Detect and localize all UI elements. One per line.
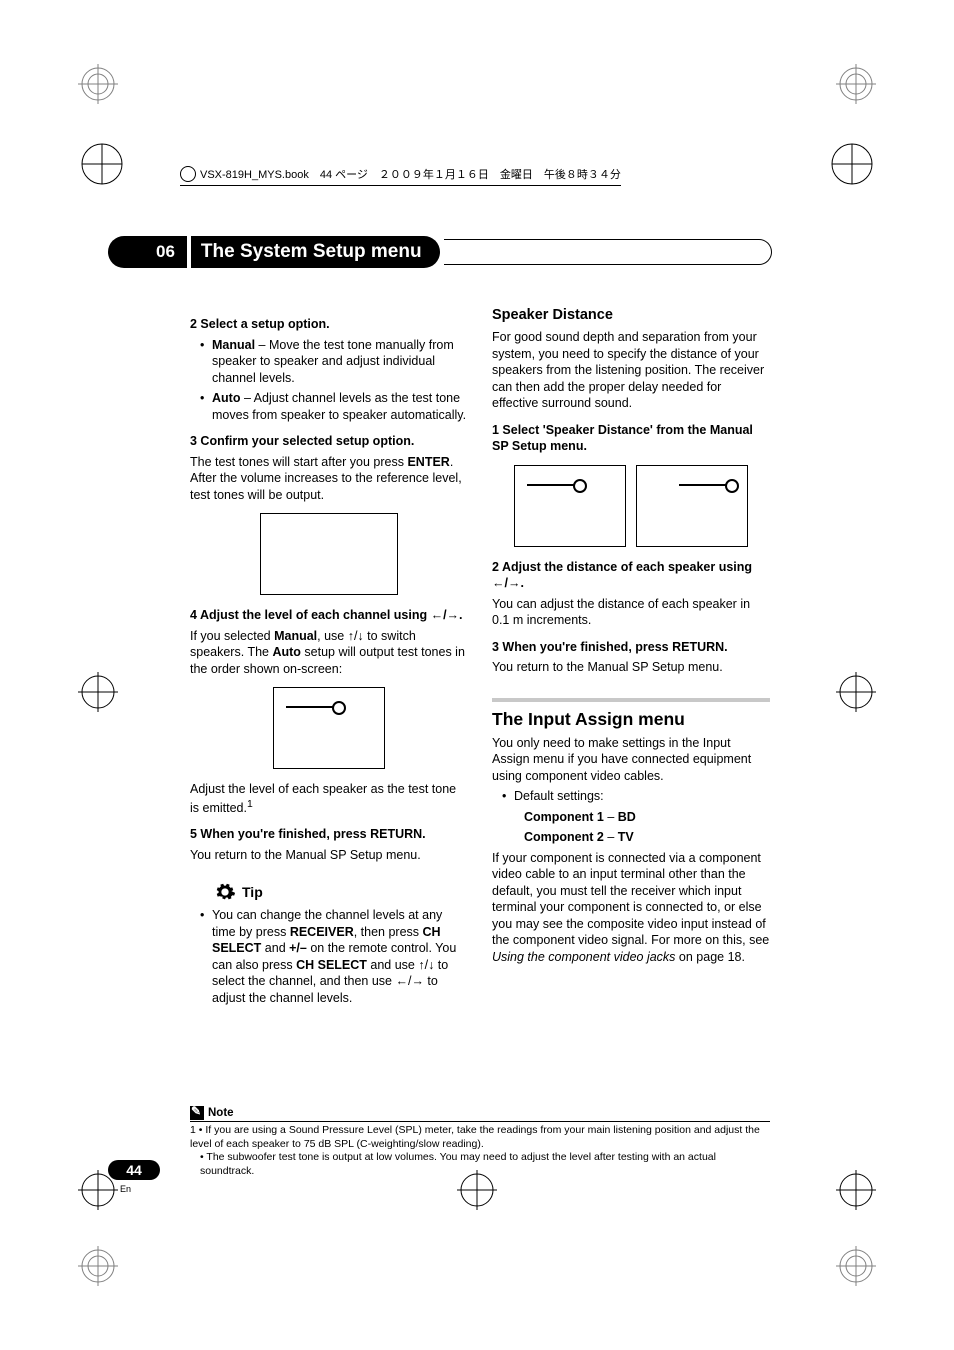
book-file-header: VSX-819H_MYS.book 44 ページ ２００９年１月１６日 金曜日 …	[180, 166, 621, 186]
chapter-bar-tail	[444, 239, 772, 265]
crop-mark-icon	[78, 140, 126, 188]
text: on page 18.	[675, 950, 745, 964]
label-tv: TV	[618, 830, 634, 844]
text: Adjust the level of each speaker as the …	[190, 782, 456, 815]
label-enter: ENTER	[407, 455, 449, 469]
left-column: 2 Select a setup option. Manual – Move t…	[190, 306, 468, 1010]
label-auto: Auto	[272, 645, 300, 659]
chapter-header: 06 The System Setup menu	[108, 236, 772, 268]
crop-mark-icon	[828, 140, 876, 188]
label-bd: BD	[618, 810, 636, 824]
slider-icon	[527, 484, 585, 486]
label-component-2: Component 2	[524, 830, 604, 844]
registration-mark-icon	[78, 1246, 118, 1286]
slider-icon	[286, 706, 344, 708]
chapter-number: 06	[108, 236, 187, 268]
label-receiver: RECEIVER	[290, 925, 354, 939]
sd-step-3-text: You return to the Manual SP Setup menu.	[492, 659, 770, 676]
text: and	[261, 941, 289, 955]
input-assign-intro: You only need to make settings in the In…	[492, 735, 770, 785]
step-4-adjust-text: Adjust the level of each speaker as the …	[190, 781, 468, 816]
step-2-bullet-manual: Manual – Move the test tone manually fro…	[190, 337, 468, 387]
registration-mark-icon	[836, 1246, 876, 1286]
component-1-default: Component 1 – BD	[492, 809, 770, 826]
step-3-heading: 3 Confirm your selected setup option.	[190, 433, 468, 450]
step-3-text: The test tones will start after you pres…	[190, 454, 468, 504]
crop-mark-icon	[836, 1170, 876, 1210]
text: –	[604, 830, 618, 844]
step-4-text: If you selected Manual, use ↑/↓ to switc…	[190, 628, 468, 678]
speaker-distance-diagram-1	[514, 465, 626, 547]
footnote-2: • The subwoofer test tone is output at l…	[190, 1151, 770, 1178]
speaker-distance-diagram-2	[636, 465, 748, 547]
text: If you selected	[190, 629, 274, 643]
sd-step-1-heading: 1 Select 'Speaker Distance' from the Man…	[492, 422, 770, 455]
label-auto: Auto	[212, 391, 240, 405]
label-manual: Manual	[274, 629, 317, 643]
registration-mark-icon	[836, 672, 876, 712]
sd-step-3-heading: 3 When you're finished, press RETURN.	[492, 639, 770, 656]
channel-level-diagram	[273, 687, 385, 769]
step-5-text: You return to the Manual SP Setup menu.	[190, 847, 468, 864]
step-2-bullet-auto: Auto – Adjust channel levels as the test…	[190, 390, 468, 423]
step-5-heading: 5 When you're finished, press RETURN.	[190, 826, 468, 843]
registration-mark-icon	[78, 64, 118, 104]
step-4-heading: 4 Adjust the level of each channel using…	[190, 607, 468, 624]
component-2-default: Component 2 – TV	[492, 829, 770, 846]
label-ch-select: CH SELECT	[296, 958, 367, 972]
input-assign-body: If your component is connected via a com…	[492, 850, 770, 966]
page-number-badge: 44	[108, 1160, 160, 1180]
chapter-title: The System Setup menu	[191, 236, 440, 268]
slider-icon	[679, 484, 737, 486]
default-settings-label: Default settings:	[492, 788, 770, 805]
label-plus-minus: +/–	[289, 941, 307, 955]
text: , then press	[354, 925, 423, 939]
input-assign-heading: The Input Assign menu	[492, 698, 770, 731]
registration-mark-icon	[836, 64, 876, 104]
page-content: 2 Select a setup option. Manual – Move t…	[190, 306, 770, 1010]
tip-label: Tip	[242, 883, 263, 901]
sd-step-2-heading: 2 Adjust the distance of each speaker us…	[492, 559, 770, 592]
text: If your component is connected via a com…	[492, 851, 769, 948]
note-icon	[190, 1106, 204, 1120]
text: The test tones will start after you pres…	[190, 455, 407, 469]
cross-ref-link: Using the component video jacks	[492, 950, 675, 964]
footnotes: Note 1 • If you are using a Sound Pressu…	[190, 1094, 770, 1179]
note-label-text: Note	[208, 1106, 234, 1121]
sd-step-2-text: You can adjust the distance of each spea…	[492, 596, 770, 629]
gear-icon	[214, 881, 236, 903]
note-divider	[190, 1121, 770, 1122]
step-2-heading: 2 Select a setup option.	[190, 316, 468, 333]
registration-mark-icon	[78, 672, 118, 712]
speaker-distance-intro: For good sound depth and separation from…	[492, 329, 770, 412]
language-code: En	[120, 1184, 131, 1194]
footnote-1: 1 • If you are using a Sound Pressure Le…	[190, 1124, 770, 1151]
right-column: Speaker Distance For good sound depth an…	[492, 306, 770, 1010]
speaker-distance-heading: Speaker Distance	[492, 306, 770, 325]
tip-heading: Tip	[214, 881, 468, 903]
text: – Adjust channel levels as the test tone…	[212, 391, 466, 422]
speaker-distance-diagrams	[492, 465, 770, 547]
test-tone-diagram	[260, 513, 398, 595]
label-component-1: Component 1	[524, 810, 604, 824]
tip-text: You can change the channel levels at any…	[190, 907, 468, 1006]
footnote-ref-1: 1	[247, 799, 253, 810]
label-manual: Manual	[212, 338, 255, 352]
note-heading: Note	[190, 1106, 770, 1121]
text: –	[604, 810, 618, 824]
